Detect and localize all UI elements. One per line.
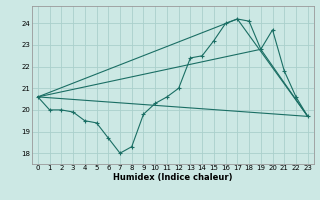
X-axis label: Humidex (Indice chaleur): Humidex (Indice chaleur) <box>113 173 233 182</box>
